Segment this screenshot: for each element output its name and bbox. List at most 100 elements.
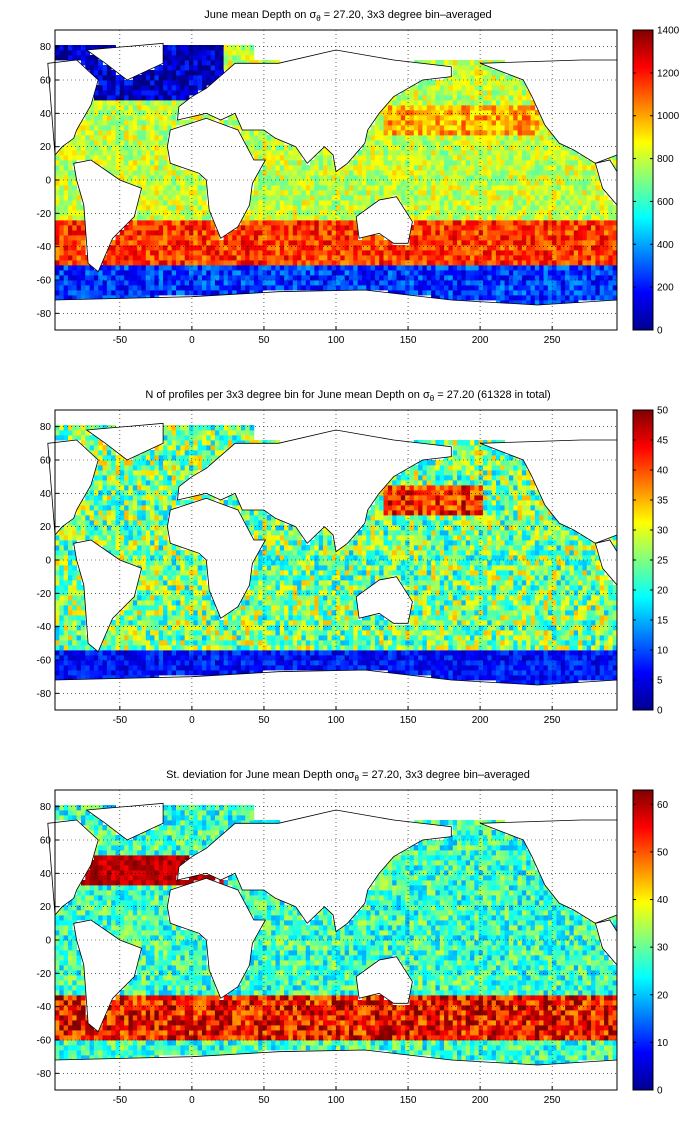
heatmap-cell: [63, 570, 69, 576]
heatmap-cell: [552, 295, 557, 301]
heatmap-cell: [504, 195, 510, 201]
heatmap-cell: [184, 270, 190, 276]
heatmap-cell: [340, 200, 346, 206]
heatmap-cell: [487, 270, 493, 276]
heatmap-cell: [288, 280, 294, 286]
heatmap-cell: [331, 170, 337, 176]
heatmap-cell: [513, 175, 518, 181]
heatmap-cell: [98, 645, 103, 651]
heatmap-cell: [124, 135, 129, 141]
heatmap-cell: [491, 90, 497, 96]
heatmap-cell: [521, 285, 527, 291]
heatmap-cell: [145, 230, 151, 236]
heatmap-cell: [435, 250, 441, 256]
heatmap-cell: [227, 285, 233, 291]
heatmap-cell: [76, 580, 82, 586]
heatmap-cell: [266, 165, 272, 171]
heatmap-cell: [93, 670, 99, 676]
heatmap-cell: [439, 280, 445, 286]
heatmap-cell: [595, 185, 601, 191]
heatmap-cell: [171, 245, 177, 251]
heatmap-cell: [552, 200, 557, 206]
heatmap-cell: [314, 205, 320, 211]
heatmap-cell: [258, 275, 263, 281]
heatmap-cell: [552, 175, 557, 181]
heatmap-cell: [461, 230, 467, 236]
heatmap-cell: [119, 230, 125, 236]
heatmap-cell: [318, 180, 324, 186]
heatmap-cell: [431, 205, 436, 211]
heatmap-cell: [167, 255, 173, 261]
heatmap-cell: [206, 280, 212, 286]
heatmap-cell: [266, 175, 272, 181]
heatmap-cell: [197, 285, 203, 291]
heatmap-cell: [560, 300, 566, 306]
heatmap-cell: [93, 290, 99, 296]
heatmap-cell: [444, 75, 449, 81]
heatmap-cell: [145, 115, 151, 121]
heatmap-cell: [111, 95, 116, 101]
heatmap-cell: [517, 250, 523, 256]
heatmap-cell: [357, 255, 363, 261]
heatmap-cell: [93, 500, 99, 506]
heatmap-cell: [111, 265, 116, 271]
heatmap-cell: [266, 185, 272, 191]
heatmap-cell: [539, 140, 544, 146]
heatmap-cell: [63, 150, 69, 156]
heatmap-cell: [560, 255, 566, 261]
heatmap-cell: [448, 220, 454, 226]
heatmap-cell: [310, 240, 315, 246]
heatmap-cell: [132, 140, 138, 146]
heatmap-cell: [565, 230, 570, 236]
heatmap-cell: [547, 135, 553, 141]
heatmap-cell: [72, 295, 78, 301]
heatmap-cell: [353, 235, 359, 241]
heatmap-cell: [331, 215, 337, 221]
heatmap-cell: [171, 65, 177, 71]
heatmap-cell: [457, 195, 462, 201]
heatmap-cell: [461, 115, 467, 121]
heatmap-cell: [210, 280, 216, 286]
heatmap-cell: [145, 175, 151, 181]
heatmap-cell: [517, 300, 523, 306]
heatmap-cell: [582, 245, 588, 251]
heatmap-cell: [336, 245, 341, 251]
heatmap-cell: [249, 250, 255, 256]
heatmap-cell: [336, 285, 341, 291]
heatmap-cell: [504, 160, 510, 166]
heatmap-cell: [478, 225, 484, 231]
heatmap-cell: [461, 285, 467, 291]
heatmap-cell: [478, 115, 484, 121]
heatmap-cell: [193, 175, 199, 181]
heatmap-cell: [444, 195, 449, 201]
heatmap-cell: [76, 640, 82, 646]
heatmap-cell: [227, 50, 233, 56]
heatmap-cell: [193, 70, 199, 76]
heatmap-cell: [93, 650, 99, 656]
heatmap-cell: [418, 110, 423, 116]
heatmap-cell: [67, 615, 73, 621]
heatmap-cell: [171, 90, 177, 96]
heatmap-cell: [370, 285, 376, 291]
heatmap-cell: [206, 70, 212, 76]
heatmap-cell: [67, 560, 73, 566]
heatmap-cell: [253, 60, 259, 66]
heatmap-cell: [560, 270, 566, 276]
heatmap-cell: [72, 555, 78, 561]
heatmap-cell: [106, 70, 112, 76]
heatmap-cell: [193, 75, 199, 81]
heatmap-cell: [111, 675, 116, 681]
heatmap-cell: [137, 140, 142, 146]
heatmap-cell: [560, 265, 566, 271]
heatmap-cell: [400, 90, 406, 96]
heatmap-cell: [227, 115, 233, 121]
heatmap-cell: [487, 165, 493, 171]
heatmap-cell: [444, 175, 449, 181]
heatmap-cell: [85, 50, 90, 56]
heatmap-cell: [418, 245, 423, 251]
heatmap-cell: [534, 135, 540, 141]
heatmap-cell: [387, 260, 393, 266]
heatmap-cell: [59, 610, 65, 616]
heatmap-cell: [405, 175, 410, 181]
heatmap-cell: [137, 270, 142, 276]
